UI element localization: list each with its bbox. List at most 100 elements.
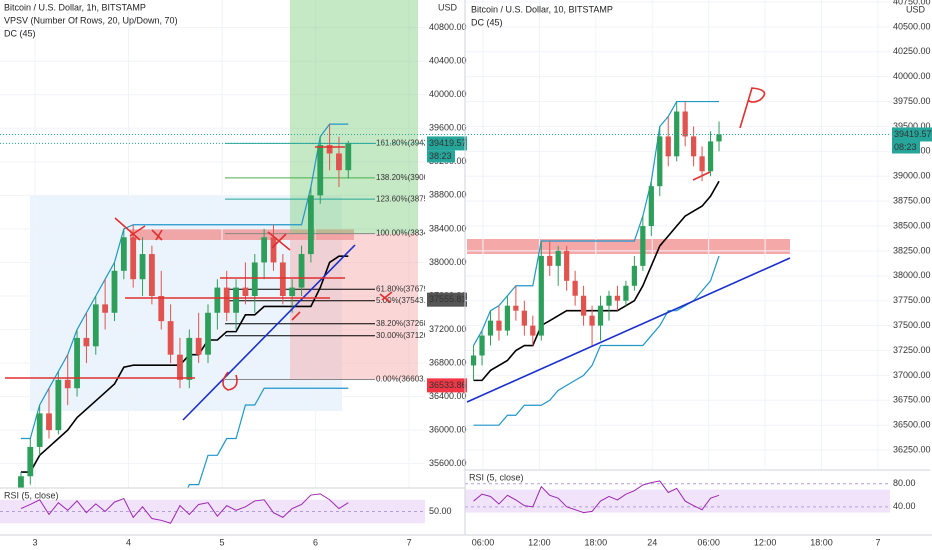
- x-tick-label: 7: [407, 537, 412, 547]
- y-tick-label: 38500.00: [893, 220, 931, 230]
- y-tick-label: 40800.00: [429, 22, 467, 32]
- candle-body: [691, 136, 697, 157]
- fib-label: 138.20%(39009.: [376, 173, 435, 182]
- candle-body: [496, 320, 502, 331]
- x-tick-label: 18:00: [585, 537, 608, 547]
- price-label: 36533.86: [429, 380, 467, 390]
- candle-body: [345, 143, 352, 171]
- candle-body: [36, 413, 43, 447]
- y-tick-label: 40000.00: [893, 71, 931, 81]
- y-tick-label: 36000.00: [429, 425, 467, 435]
- y-tick-label: 36800.00: [429, 357, 467, 367]
- trend-line: [466, 257, 791, 403]
- candle-body: [513, 305, 519, 311]
- y-tick-label: 36750.00: [893, 395, 931, 405]
- candle-body: [547, 255, 553, 266]
- fib-label: 61.80%(37679.6: [376, 284, 435, 293]
- candle-body: [195, 337, 202, 355]
- y-tick-label: 39000.00: [893, 171, 931, 181]
- indicator-label: DC (45): [4, 28, 36, 38]
- countdown-box: [427, 150, 455, 163]
- rsi-tick-label: 80.00: [893, 478, 916, 488]
- price-label-box: [427, 136, 467, 151]
- candle-body: [251, 262, 258, 296]
- price-label-box: [427, 292, 467, 307]
- rsi-line: [20, 493, 349, 524]
- candle-body: [139, 254, 146, 280]
- rsi-tick-label: 40.00: [893, 501, 916, 511]
- y-tick-label: 38000.00: [429, 257, 467, 267]
- trend-line: [182, 244, 356, 421]
- y-tick-label: 36250.00: [893, 444, 931, 454]
- price-pane: 161.80%(39420 138.20%(39009. 123.60%(38755…: [0, 0, 435, 488]
- y-tick-label: 40500.00: [893, 21, 931, 31]
- candle-body: [55, 379, 62, 431]
- dc-lower: [473, 255, 720, 426]
- drawings-right: [467, 239, 790, 254]
- x-tick-label: 24: [647, 537, 657, 547]
- rsi-pane: [0, 493, 425, 524]
- fib-label: 123.60%(38755: [376, 194, 433, 203]
- candle-body: [298, 254, 305, 288]
- candle-body: [83, 337, 90, 347]
- x-tick-label: 12:00: [528, 537, 551, 547]
- candle-body: [707, 141, 714, 172]
- currency: USD: [438, 2, 458, 12]
- candle-body: [242, 287, 249, 296]
- rsi-line: [473, 480, 720, 514]
- countdown: 08:23: [894, 142, 917, 152]
- candle-body: [606, 295, 612, 306]
- candle-body: [317, 145, 324, 196]
- chart-title: Bitcoin / U.S. Dollar, 10, BITSTAMP: [471, 4, 613, 14]
- x-tick-label: 7: [875, 537, 880, 547]
- candle-body: [470, 355, 477, 366]
- rsi-title: RSI (5, close): [4, 490, 59, 500]
- price-label: 37555.81: [429, 294, 467, 304]
- candle-body: [580, 295, 587, 316]
- candle-body: [699, 156, 705, 172]
- candle-body: [623, 285, 629, 301]
- price-pane: [465, 0, 890, 470]
- candle-body: [46, 413, 52, 431]
- price-label: 39419.57: [894, 129, 932, 139]
- candle-body: [205, 312, 211, 355]
- fib-label: 5.00%(37543.6: [376, 296, 431, 305]
- candle-body: [665, 136, 671, 157]
- candle-body: [572, 280, 578, 296]
- resistance-zone: [130, 229, 354, 240]
- candle-body: [261, 237, 268, 263]
- hand-marks: [692, 87, 766, 181]
- dc-lower: [187, 387, 349, 488]
- candle-body: [92, 304, 99, 347]
- candle-body: [64, 379, 71, 389]
- y-tick-label: 36500.00: [893, 420, 931, 430]
- dc-upper: [473, 100, 720, 346]
- y-tick-label: 39750.00: [893, 96, 931, 106]
- y-tick-label: 37200.00: [429, 324, 467, 334]
- candle-body: [279, 262, 286, 296]
- candle-body: [682, 111, 688, 137]
- rsi-title: RSI (5, close): [469, 472, 524, 482]
- candle-body: [564, 250, 570, 281]
- candle-body: [487, 320, 494, 336]
- candle-body: [504, 305, 511, 331]
- price-label: 39419.57: [429, 138, 467, 148]
- y-tick-label: 38000.00: [893, 270, 931, 280]
- rsi-band: [465, 489, 890, 513]
- x-tick-label: 3: [32, 537, 37, 547]
- candle-body: [233, 287, 239, 313]
- rsi-pane: [465, 480, 890, 514]
- candle-body: [326, 145, 333, 154]
- candle-body: [614, 295, 621, 301]
- y-tick-label: 38750.00: [893, 196, 931, 206]
- countdown-box: [892, 141, 920, 154]
- candle-body: [27, 446, 34, 477]
- y-tick-label: 40400.00: [429, 56, 467, 66]
- candle-body: [530, 325, 536, 336]
- candle-body: [479, 335, 485, 356]
- price-label-box: [427, 378, 467, 393]
- candle-body: [648, 186, 654, 227]
- candle-body: [555, 250, 561, 266]
- candle-body: [657, 136, 663, 187]
